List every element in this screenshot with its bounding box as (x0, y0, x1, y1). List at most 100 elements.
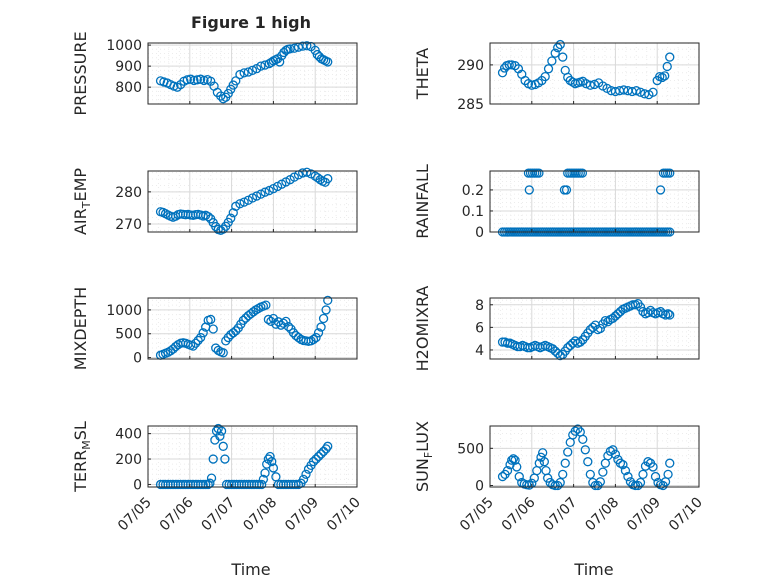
data-point (635, 302, 646, 312)
data-point (598, 467, 608, 477)
data-point (288, 328, 299, 338)
y-tick-label: 0 (133, 477, 142, 493)
data-point (497, 68, 508, 78)
data-point (321, 305, 331, 315)
data-point (595, 323, 606, 334)
data-point (550, 480, 560, 491)
data-point (223, 332, 233, 343)
data-point (265, 451, 275, 462)
data-point (512, 462, 522, 472)
axes-box (489, 170, 700, 233)
x-tick-label: 07/06 (499, 494, 539, 534)
y-axis-label: THETA (413, 48, 432, 100)
data-point (510, 455, 520, 465)
data-point (618, 460, 628, 470)
data-point (318, 313, 329, 324)
data-point (193, 335, 203, 346)
data-point (267, 456, 277, 467)
data-point (558, 52, 568, 62)
data-point (514, 471, 524, 482)
data-point (235, 199, 245, 209)
y-tick-label: 0 (133, 351, 142, 367)
data-point (631, 86, 641, 96)
data-point (215, 431, 225, 441)
data-point (660, 71, 670, 81)
data-point (648, 87, 658, 97)
x-tick-label: 07/07 (199, 495, 239, 535)
data-point (633, 480, 643, 491)
data-point (508, 454, 519, 464)
data-point (558, 469, 568, 480)
subplot-sun-flux: 0 500 07/05 07/06 07/07 07/08 07/09 07/10 SUNFLU… (413, 421, 706, 534)
y-tick-label: 200 (115, 452, 142, 468)
data-point (608, 445, 618, 455)
data-point (543, 64, 554, 74)
y-axis-label: H2OMIXRA (413, 286, 432, 372)
data-point (243, 67, 253, 77)
data-point (540, 71, 550, 82)
data-point (203, 211, 213, 222)
y-tick-label: 280 (115, 185, 142, 201)
data-point (534, 168, 544, 178)
data-point (524, 185, 534, 195)
data-point (285, 44, 295, 54)
data-point (665, 168, 675, 178)
x-tick-label: 07/09 (624, 495, 664, 535)
data-point (252, 479, 262, 490)
data-point (665, 52, 675, 62)
data-point (323, 441, 333, 451)
data-point (206, 314, 216, 325)
x-tick-label: 07/10 (324, 495, 364, 535)
data-point (218, 348, 228, 358)
data-point (191, 338, 201, 348)
data-point (321, 444, 331, 454)
data-point (580, 445, 590, 455)
data-point (263, 314, 274, 325)
axes-box (489, 42, 700, 105)
data-point (578, 434, 588, 445)
data-point (553, 43, 563, 53)
data-point (316, 449, 326, 459)
y-tick-label: 290 (457, 58, 484, 74)
data-point (538, 448, 548, 458)
data-point (583, 457, 593, 467)
data-point (247, 193, 258, 203)
data-point (507, 455, 517, 465)
data-point (534, 458, 544, 468)
x-tick-label: 07/08 (582, 495, 622, 535)
y-tick-label: 270 (115, 217, 142, 233)
data-point (301, 469, 311, 479)
data-point (216, 426, 227, 436)
data-point (555, 39, 565, 50)
y-tick-label: 800 (115, 80, 142, 96)
subplot-theta: 285 290 THETA (413, 39, 700, 113)
data-point (268, 463, 279, 473)
data-point (256, 189, 266, 199)
x-tick-label: 07/10 (666, 495, 706, 535)
data-point (256, 61, 266, 71)
data-point (605, 446, 616, 456)
data-point (547, 56, 557, 66)
data-point (311, 332, 321, 343)
data-point (218, 441, 228, 451)
data-point (560, 458, 570, 468)
data-point (258, 474, 269, 485)
y-tick-label: 8 (475, 298, 484, 314)
data-point (638, 469, 648, 480)
data-point (524, 480, 534, 490)
data-point (502, 465, 513, 476)
data-point (553, 480, 563, 491)
data-point (323, 57, 333, 67)
y-tick-label: 6 (475, 320, 484, 336)
figure-title: Figure 1 high (191, 13, 311, 32)
y-axis-label: SUNFLUX (413, 421, 435, 492)
data-point (188, 341, 198, 351)
y-tick-label: 0 (475, 225, 484, 241)
y-tick-label: 500 (115, 327, 142, 343)
data-point (610, 449, 621, 459)
data-point (192, 75, 202, 85)
axes-box (147, 170, 358, 233)
data-point (298, 474, 309, 485)
data-point (206, 473, 217, 483)
y-tick-label: 900 (115, 59, 142, 75)
